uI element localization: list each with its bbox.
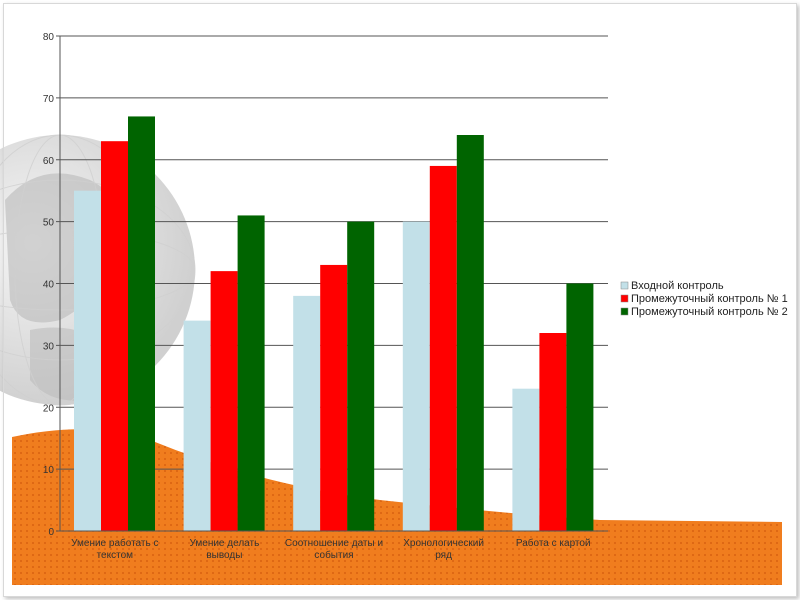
y-tick-label: 80: [43, 32, 55, 43]
y-tick-label: 10: [43, 465, 55, 476]
y-tick-label: 40: [43, 280, 55, 291]
y-tick-label: 20: [43, 403, 55, 414]
y-tick-label: 0: [48, 527, 54, 538]
bar-series-3-cat-1: [128, 116, 155, 531]
y-tick-label: 70: [43, 94, 55, 105]
axes: [56, 35, 608, 532]
bar-series-3-cat-5: [566, 283, 594, 531]
bar-series-2-cat-2: [210, 271, 238, 531]
bar-series-2-cat-5: [539, 333, 567, 531]
x-category-label: Умение работать с текстом: [71, 537, 158, 561]
legend-swatch: [620, 294, 629, 303]
x-category-label: Умение делать выводы: [189, 538, 259, 561]
y-tick-label: 30: [43, 341, 55, 352]
bar-series-3-cat-3: [347, 221, 375, 531]
bar-series-1-cat-4: [402, 221, 430, 531]
legend-label: Промежуточный контроль № 1: [631, 293, 788, 305]
bar-series-1-cat-3: [293, 295, 321, 531]
legend-label: Промежуточный контроль № 2: [631, 306, 788, 318]
x-category-labels: Умение работать с текстом Умение делать выв…: [71, 537, 590, 561]
bar-series-1-cat-1: [74, 190, 101, 531]
bar-series-1-cat-5: [512, 388, 540, 531]
legend-swatch: [620, 307, 629, 316]
x-category-label: Работа с картой: [516, 537, 591, 549]
bars: [74, 116, 594, 531]
bar-series-2-cat-3: [320, 264, 348, 531]
legend-label: Входной контроль: [631, 280, 724, 292]
bar-series-3-cat-4: [456, 135, 484, 531]
bar-series-2-cat-4: [429, 165, 457, 531]
bar-series-3-cat-2: [237, 215, 265, 531]
x-category-label: Соотношение даты и события: [285, 538, 383, 561]
x-category-label: Хронологический ряд: [403, 538, 484, 561]
bar-series-1-cat-2: [183, 320, 211, 531]
y-tick-label: 50: [43, 218, 55, 229]
y-tick-label: 60: [43, 156, 55, 167]
legend-swatch: [620, 281, 629, 290]
y-tick-labels: 0 10 20 30 40 50 60 70 80: [43, 32, 55, 538]
bar-series-2-cat-1: [101, 141, 128, 531]
